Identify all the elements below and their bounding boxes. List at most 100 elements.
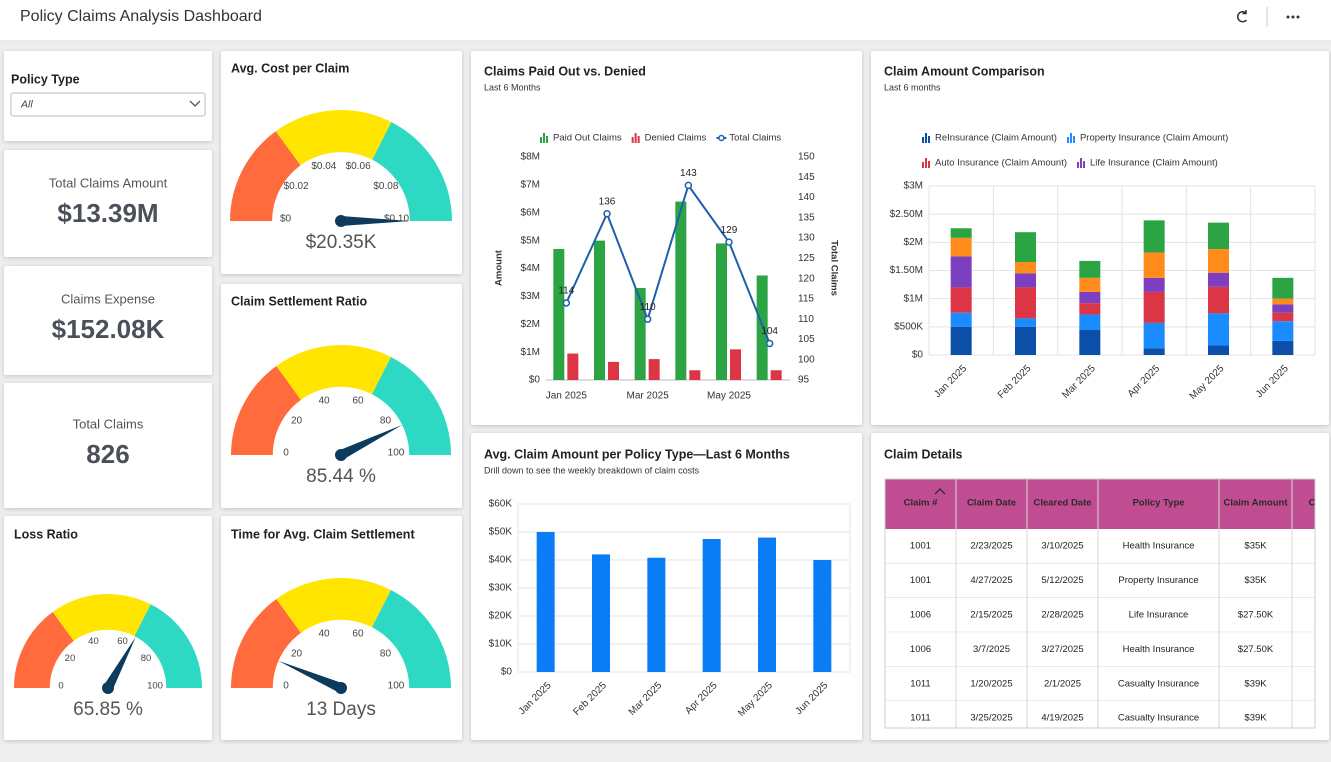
gauge-tick-label: $0.02 (284, 181, 309, 192)
card (221, 284, 462, 508)
bar (716, 243, 727, 380)
column-header: Policy Type (1132, 498, 1184, 509)
data-label: 143 (680, 168, 697, 179)
table-cell: 2/23/2025 (970, 541, 1012, 552)
y2-tick-label: 130 (798, 233, 815, 244)
y2-tick-label: 95 (798, 375, 810, 386)
legend-swatch (922, 162, 924, 168)
kpi-label: Total Claims Amount (49, 175, 168, 190)
table-frame (884, 478, 1316, 729)
bar-segment (1272, 321, 1294, 341)
table-header (885, 479, 1315, 529)
gauge-tick-label: 40 (318, 395, 330, 406)
table-row (885, 701, 1315, 728)
legend-swatch (631, 137, 634, 143)
legend-label: ReInsurance (Claim Amount) (935, 133, 1057, 144)
y-tick-label: $40K (489, 555, 513, 566)
y-tick-label: $2M (521, 319, 540, 330)
legend-swatch (543, 133, 545, 143)
bar (758, 537, 776, 672)
x-tick-label: Jan 2025 (546, 391, 588, 402)
gauge-tick-label: 20 (291, 415, 303, 426)
gauge-band (276, 345, 391, 400)
gauge-tick-label: 100 (388, 448, 405, 459)
gauge-title: Loss Ratio (14, 527, 78, 541)
table-cell: 4/27/2025 (970, 575, 1012, 586)
bar (567, 353, 579, 380)
kpi-value: 826 (86, 439, 129, 469)
dashboard-title: Policy Claims Analysis Dashboard (20, 8, 262, 25)
bar-segment (1079, 314, 1101, 330)
table-cell: $27.50K (1238, 644, 1274, 655)
bar-segment (1079, 303, 1101, 315)
gauge-tick-label: 80 (380, 648, 392, 659)
dot[interactable] (1286, 15, 1290, 19)
gauge-band (231, 599, 301, 688)
gauge-tick-label: 0 (58, 681, 63, 692)
y-tick-label: $10K (489, 639, 513, 650)
table-cell: 3/10/2025 (1041, 541, 1083, 552)
chart-title: Claim Amount Comparison (884, 64, 1045, 78)
policy-type-dropdown[interactable]: All (10, 92, 206, 117)
table-cell: 5/12/2025 (1041, 575, 1083, 586)
gauge-band (230, 131, 301, 221)
gauge-value: 13 Days (306, 699, 376, 720)
bar-segment (1143, 291, 1165, 323)
table-title: Claim Details (884, 447, 963, 461)
table-row (885, 563, 1315, 598)
bar-segment (950, 228, 972, 238)
bar-segment (1272, 340, 1294, 355)
y-tick-label: $2M (904, 237, 923, 248)
y-tick-label: $4M (521, 263, 540, 274)
bar-segment (950, 326, 972, 355)
table-row (885, 632, 1315, 667)
bar-segment (1272, 304, 1294, 313)
legend-label: Total Claims (729, 133, 781, 144)
legend-label: Property Insurance (Claim Amount) (1080, 133, 1228, 144)
y-tick-label: $7M (521, 180, 540, 191)
gauge-needle (103, 636, 136, 691)
line-point (643, 315, 652, 323)
bar-segment (1208, 286, 1229, 314)
table-cell: 1006 (910, 610, 931, 621)
bar-segment (1272, 298, 1294, 305)
kpi-label: Total Claims (73, 416, 144, 431)
column-header: Claim Date (967, 498, 1016, 509)
y2-tick-label: 145 (798, 172, 815, 183)
dot[interactable] (1291, 15, 1295, 19)
gauge-title: Claim Settlement Ratio (231, 294, 368, 308)
dropdown-chevron[interactable] (189, 100, 201, 107)
gauge-value: $20.35K (306, 232, 377, 253)
table-row (885, 666, 1315, 701)
y-tick-label: $20K (489, 611, 513, 622)
y-tick-label: $0 (529, 375, 541, 386)
table-cell: 1011 (910, 678, 930, 689)
header-bar (0, 0, 1331, 41)
bar-segment (1208, 249, 1229, 273)
dot[interactable] (1296, 15, 1300, 19)
more-button[interactable] (1286, 15, 1300, 19)
gauge-tick-label: 0 (283, 681, 289, 692)
dropdown-box[interactable] (10, 92, 206, 117)
dropdown-value[interactable]: All (20, 98, 33, 110)
chart-subtitle: Last 6 Months (484, 82, 541, 92)
refresh-button[interactable] (1236, 10, 1248, 23)
card (471, 433, 862, 740)
chart-subtitle: Drill down to see the weekly breakdown o… (484, 465, 700, 475)
refresh-icon[interactable] (1236, 10, 1248, 23)
y-tick-label: $500K (894, 321, 923, 332)
bar (608, 361, 619, 380)
bar (594, 240, 605, 380)
card (221, 51, 462, 274)
table-cell: $39K (1244, 678, 1267, 689)
table-cell: 1011 (910, 713, 930, 724)
claims-table: Claim # Claim Date Cleared Date Policy Type… (885, 479, 1315, 728)
gauge-hub (335, 682, 347, 694)
bar (756, 275, 768, 380)
bar-segment (950, 256, 972, 288)
line-point (765, 339, 774, 348)
gauge-band (276, 577, 391, 633)
gauge-tick-label: 60 (352, 395, 364, 406)
gauge-band (275, 109, 392, 166)
bar (702, 539, 721, 672)
